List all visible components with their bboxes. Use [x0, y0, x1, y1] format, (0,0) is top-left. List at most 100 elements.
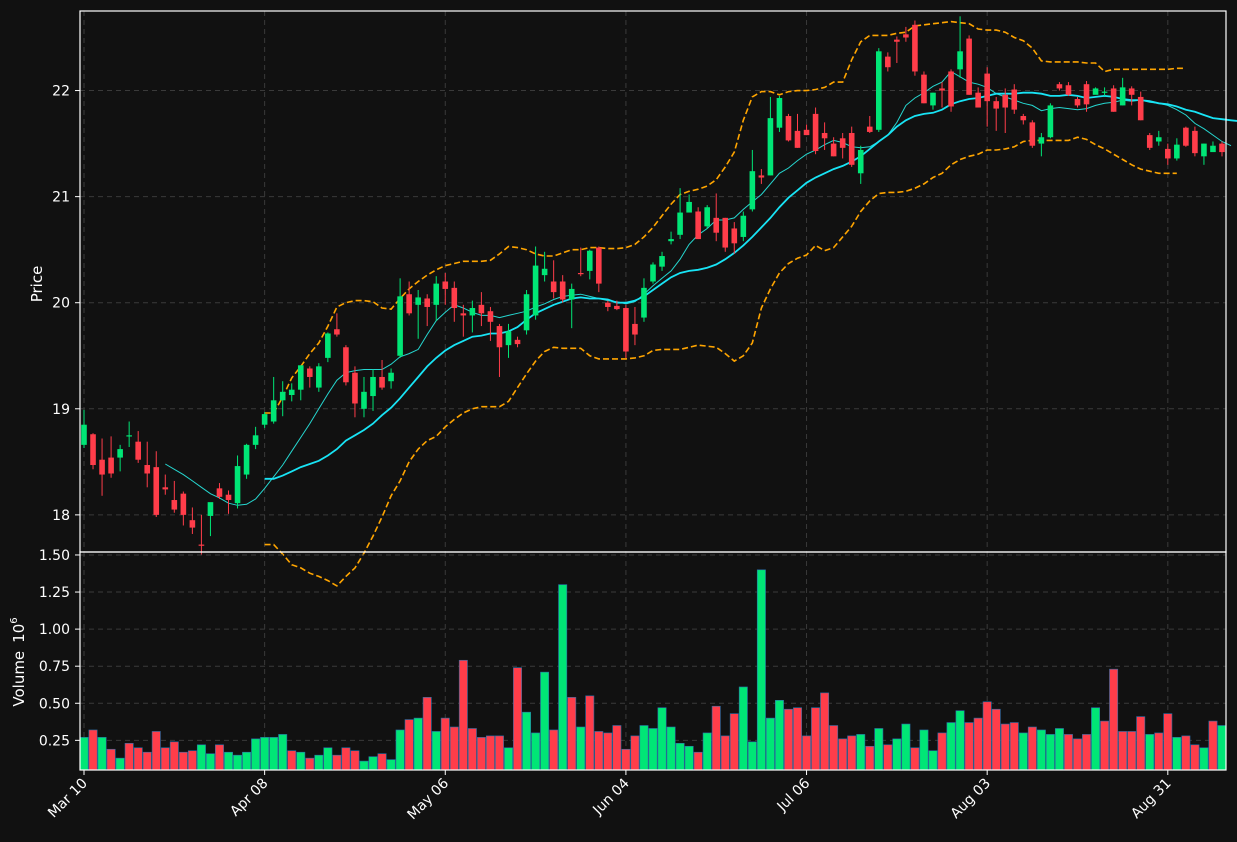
volume-bar — [531, 732, 541, 771]
volume-bar — [964, 722, 974, 771]
candle-body — [875, 51, 882, 130]
candle-body — [126, 435, 132, 437]
volume-bar — [1163, 713, 1173, 771]
price-tick-label: 18 — [52, 508, 70, 524]
slow-moving-average-line — [264, 91, 1237, 480]
candle-body — [903, 34, 909, 38]
candle-body — [108, 457, 114, 474]
candle-body — [1128, 88, 1135, 95]
volume-bar — [296, 751, 306, 771]
candle-body — [1074, 99, 1081, 106]
volume-bar — [693, 751, 703, 771]
volume-bar — [558, 584, 568, 771]
volume-bar — [838, 738, 848, 771]
volume-bar — [829, 725, 839, 771]
candle-body — [1020, 116, 1027, 121]
volume-bar — [269, 737, 279, 771]
volume-bar — [1018, 732, 1028, 771]
candle-body — [460, 313, 467, 316]
candle-body — [216, 488, 223, 497]
volume-bar — [485, 735, 495, 771]
volume-bar — [341, 747, 351, 771]
candle-body — [1083, 84, 1090, 105]
volume-bar — [1208, 720, 1218, 771]
candle-body — [135, 441, 141, 460]
candle-body — [1110, 88, 1117, 112]
volume-bar — [458, 659, 468, 771]
candle-body — [866, 126, 873, 132]
candle-body — [894, 39, 900, 42]
candle-body — [1047, 105, 1054, 138]
volume-bar — [738, 686, 748, 771]
volume-bar — [711, 705, 721, 771]
candle-body — [379, 376, 385, 388]
candle-body — [1092, 88, 1099, 95]
candle-body — [1201, 143, 1207, 157]
candle-body — [316, 366, 322, 388]
candle-body — [234, 466, 241, 504]
candle-body — [758, 175, 765, 178]
candle-body — [623, 308, 629, 352]
volume-y-ticks: 0.25 0.50 0.75 1.00 1.25 1.50 — [39, 548, 80, 749]
volume-bar — [187, 750, 197, 771]
volume-bar — [946, 722, 956, 771]
volume-bar — [1091, 707, 1101, 771]
candle-body — [1174, 144, 1180, 159]
candle-body — [668, 239, 674, 242]
candle-body — [785, 116, 792, 141]
price-tick-label: 20 — [52, 296, 70, 312]
candle-body — [261, 414, 268, 425]
volume-bar — [1064, 734, 1073, 771]
candle-body — [749, 171, 756, 210]
volume-bar — [1190, 744, 1200, 771]
bollinger-bands — [264, 20, 1186, 587]
price-tick-label: 19 — [52, 402, 70, 418]
candle-body — [912, 24, 918, 72]
candle-body — [487, 311, 494, 322]
candle-body — [415, 297, 421, 305]
volume-bar — [1136, 716, 1146, 771]
volume-bar — [476, 737, 486, 771]
volume-bar — [79, 737, 89, 771]
candle-body — [207, 502, 214, 516]
candle-body — [975, 92, 981, 108]
candle-body — [297, 365, 304, 390]
volume-bar — [901, 723, 911, 771]
volume-bar — [1181, 735, 1191, 771]
volume-bar — [991, 708, 1001, 771]
candle-body — [144, 465, 151, 474]
candle-body — [171, 500, 178, 510]
candle-body — [334, 329, 340, 335]
candle-body — [713, 217, 720, 233]
candle-body — [370, 376, 376, 397]
volume-bar — [747, 741, 757, 771]
candle-body — [505, 331, 512, 346]
volume-bar — [784, 708, 793, 771]
volume-bar — [937, 732, 947, 771]
volume-bar — [106, 748, 116, 771]
candle-body — [198, 544, 205, 546]
volume-bar — [675, 743, 685, 771]
candle-body — [1155, 137, 1162, 142]
volume-tick-label: 1.25 — [39, 585, 70, 601]
candle-body — [117, 449, 123, 458]
volume-bar — [1082, 734, 1091, 771]
candle-body — [821, 132, 828, 139]
candle-body — [388, 372, 394, 382]
volume-bar — [928, 750, 938, 771]
volume-tick-label: 0.75 — [39, 659, 70, 675]
candle-body — [180, 493, 187, 515]
candle-body — [532, 265, 539, 316]
volume-bar — [684, 745, 694, 771]
volume-bar — [1118, 731, 1128, 771]
volume-bar — [1127, 731, 1137, 771]
candle-body — [225, 494, 232, 501]
candle-body — [1192, 130, 1198, 154]
volume-bar — [576, 726, 586, 771]
volume-bar — [702, 732, 712, 771]
candle-body — [830, 143, 837, 157]
volume-bar — [603, 732, 613, 771]
candle-body — [1137, 96, 1144, 121]
volume-bar — [287, 750, 297, 771]
